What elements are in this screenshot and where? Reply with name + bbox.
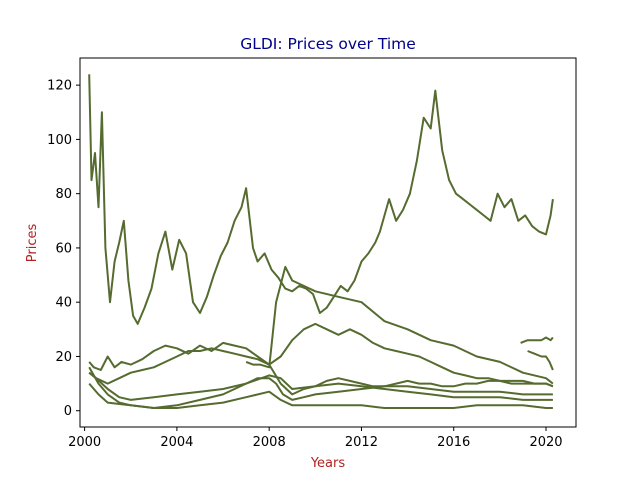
x-tick-label-1: 2004 <box>160 435 193 450</box>
series-line-9 <box>527 350 554 371</box>
y-tick-label-4: 80 <box>55 187 72 202</box>
series-line-5 <box>88 371 553 401</box>
chart-title: GLDI: Prices over Time <box>240 35 416 53</box>
plot-frame <box>79 57 577 428</box>
y-tick-label-0: 0 <box>64 404 72 419</box>
x-axis: 2000 2004 2008 2012 2016 2020 <box>68 427 563 450</box>
series-line-7 <box>245 265 554 385</box>
x-tick-label-5: 2020 <box>529 435 562 450</box>
series-lines <box>88 74 554 409</box>
x-tick-label-2: 2008 <box>253 435 286 450</box>
y-tick-label-5: 100 <box>47 133 72 148</box>
y-tick-label-1: 20 <box>55 350 72 365</box>
y-tick-label-2: 40 <box>55 296 72 311</box>
series-line-1 <box>88 74 554 325</box>
y-axis-label: Prices <box>25 224 40 263</box>
x-tick-label-4: 2016 <box>437 435 470 450</box>
y-tick-label-6: 120 <box>47 79 72 94</box>
x-tick-label-0: 2000 <box>68 435 101 450</box>
y-tick-label-3: 60 <box>55 241 72 256</box>
x-tick-label-3: 2012 <box>345 435 378 450</box>
series-line-3 <box>88 322 554 388</box>
y-axis: 0 20 40 60 80 100 120 <box>47 79 80 419</box>
series-line-8 <box>520 336 554 344</box>
series-line-6 <box>88 382 553 409</box>
x-axis-label: Years <box>310 456 346 471</box>
